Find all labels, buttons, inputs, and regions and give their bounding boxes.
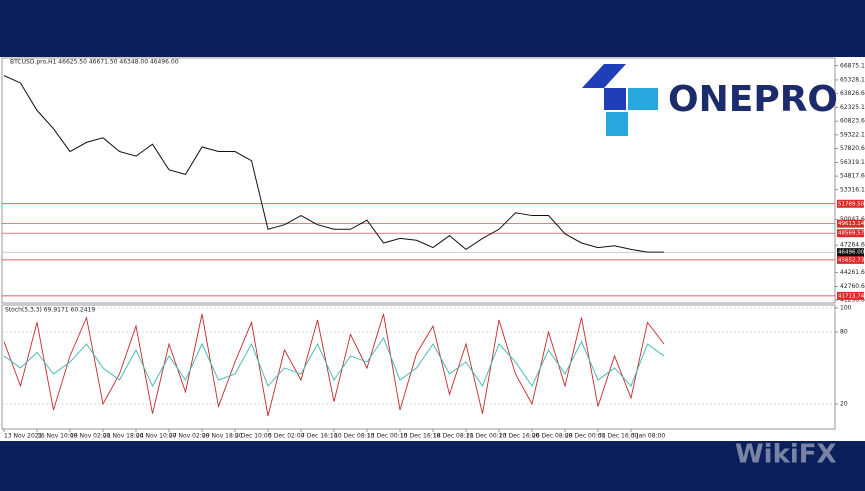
x-tick-label: 19 Nov 02:00 xyxy=(70,433,111,440)
x-tick-label: 13 Nov 2021 xyxy=(4,433,43,440)
chart-area xyxy=(0,57,865,441)
y-tick-label: 44261.60 xyxy=(840,269,865,276)
x-tick-label: 16 Nov 10:00 xyxy=(37,433,78,440)
current-price-label: 46496.00 xyxy=(838,250,865,256)
level-label-box xyxy=(837,229,864,238)
price-line xyxy=(3,313,665,417)
y-tick-label: 65328.10 xyxy=(840,76,865,83)
x-tick-label: 21 Nov 18:00 xyxy=(103,433,144,440)
y-tick-label: 57820.60 xyxy=(840,145,865,152)
y-tick-label: 59322.10 xyxy=(840,131,865,138)
level-label-box xyxy=(837,219,864,228)
level-label-box xyxy=(837,199,864,208)
watermark: WikiFX xyxy=(735,440,837,470)
x-tick-label: 26 Dec 08:00 xyxy=(532,433,573,440)
y-tick-label: 63826.60 xyxy=(840,90,865,97)
level-label: 45652.73 xyxy=(838,257,865,263)
level-label-box xyxy=(837,255,864,264)
logo-shape xyxy=(606,112,628,136)
price-title: BTCUSD.pro,H1 46625.50 46671.50 46348.00… xyxy=(10,59,179,66)
x-tick-label: 10 Dec 08:10 xyxy=(334,433,375,440)
price-line xyxy=(3,337,665,388)
y-tick-label: 20 xyxy=(840,401,848,408)
x-tick-label: 31 Dec 16:00 xyxy=(598,433,639,440)
level-label: 41713.74 xyxy=(838,293,865,299)
y-tick-label: 42760.60 xyxy=(840,283,865,290)
level-label: 49613.14 xyxy=(838,221,865,227)
x-tick-label: 24 Nov 10:00 xyxy=(136,433,177,440)
y-tick-label: 66875.10 xyxy=(840,62,865,69)
logo-shape xyxy=(628,88,658,110)
x-tick-label: 3 Jan 08:00 xyxy=(631,433,665,440)
x-tick-label: 23 Dec 16:00 xyxy=(499,433,540,440)
y-tick-label: 41258.60 xyxy=(840,297,865,304)
y-tick-label: 100 xyxy=(840,305,852,312)
y-tick-label: 47264.60 xyxy=(840,242,865,249)
level-label-box xyxy=(837,291,864,300)
level-label: 51789.50 xyxy=(838,201,865,207)
x-tick-label: 13 Dec 00:10 xyxy=(367,433,408,440)
logo-shape xyxy=(582,64,626,88)
x-tick-label: 27 Nov 02:00 xyxy=(169,433,210,440)
current-price-box xyxy=(837,248,864,257)
logo-shape xyxy=(604,88,626,110)
x-tick-label: 21 Dec 00:10 xyxy=(466,433,507,440)
level-label: 48569.57 xyxy=(838,231,865,237)
y-tick-label: 56319.10 xyxy=(840,159,865,166)
y-tick-label: 62325.10 xyxy=(840,104,865,111)
stoch-panel xyxy=(1,304,836,430)
y-tick-label: 80 xyxy=(840,329,848,336)
x-tick-label: 29 Nov 18:00 xyxy=(202,433,243,440)
logo: ONEPRO xyxy=(582,64,838,136)
x-tick-label: 29 Dec 00:00 xyxy=(565,433,606,440)
price-line xyxy=(3,75,664,253)
price-panel xyxy=(1,57,836,304)
x-tick-label: 15 Dec 16:10 xyxy=(400,433,441,440)
y-tick-label: 60823.60 xyxy=(840,118,865,125)
x-tick-label: 5 Dec 02:00 xyxy=(268,433,305,440)
y-tick-label: 53316.10 xyxy=(840,186,865,193)
x-tick-label: 7 Dec 16:10 xyxy=(301,433,338,440)
stoch-title: Stoch(5,3,3) 69.9171 60.2419 xyxy=(5,307,96,314)
x-tick-label: 2 Dec 10:00 xyxy=(235,433,272,440)
logo-text: ONEPRO xyxy=(668,79,838,120)
y-tick-label: 54817.60 xyxy=(840,173,865,180)
x-tick-label: 18 Dec 08:10 xyxy=(433,433,474,440)
